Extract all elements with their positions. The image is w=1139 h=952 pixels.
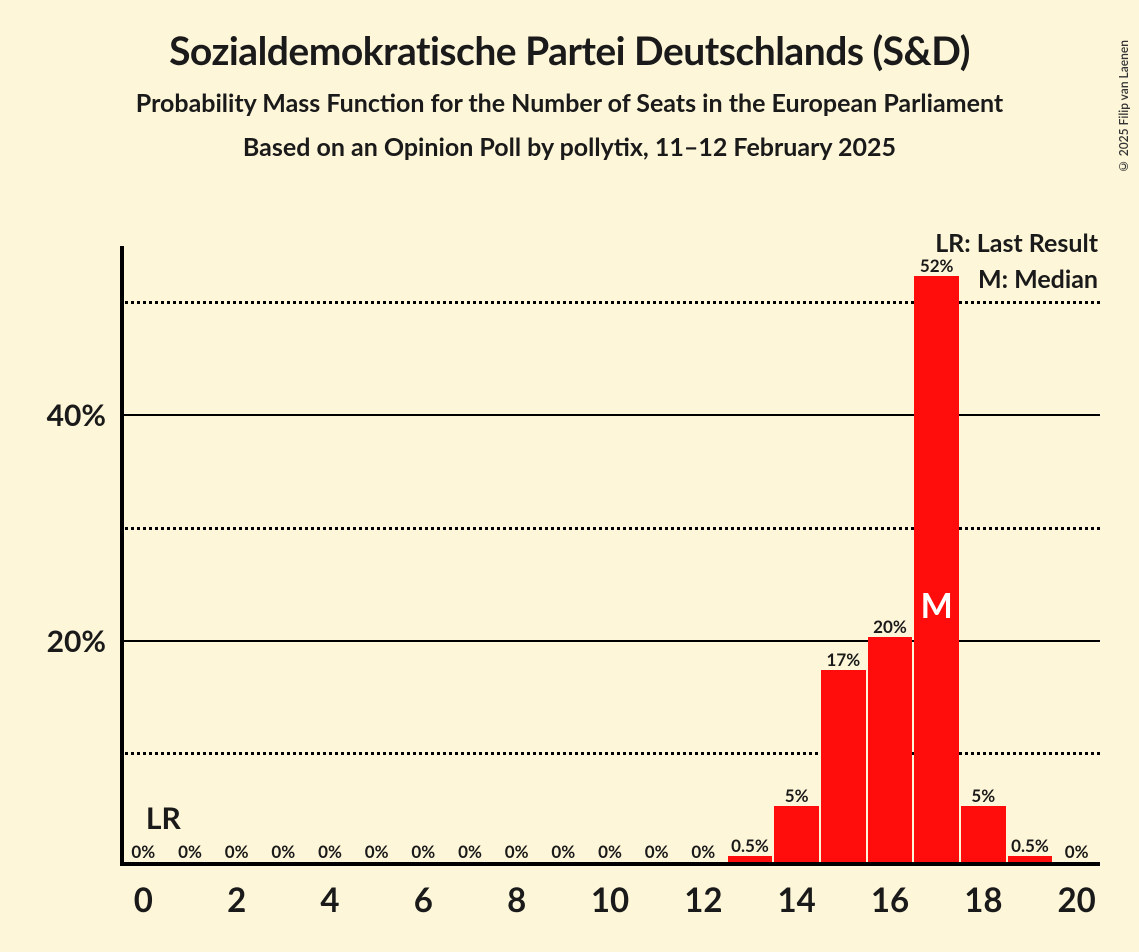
bar-value-label: 0%: [271, 841, 295, 862]
y-tick-label: 40%: [47, 397, 106, 433]
legend-last-result: LR: Last Result: [935, 228, 1098, 258]
bar-value-label: 0%: [318, 841, 342, 862]
bar-value-label: 0%: [411, 841, 435, 862]
last-result-marker: LR: [146, 800, 181, 836]
y-axis: [120, 246, 124, 866]
x-tick-label: 14: [778, 880, 816, 920]
y-tick-label: 20%: [47, 623, 106, 659]
bar-value-label: 0%: [131, 841, 155, 862]
x-tick-label: 16: [871, 880, 909, 920]
x-tick-label: 18: [964, 880, 1002, 920]
x-tick-label: 2: [227, 880, 246, 920]
x-tick-label: 10: [591, 880, 629, 920]
x-tick-label: 6: [414, 880, 433, 920]
bar-value-label: 5%: [785, 785, 809, 806]
bar-value-label: 0%: [365, 841, 389, 862]
bar-value-label: 0%: [551, 841, 575, 862]
pmf-bar-chart: 20%40%0%0%0%0%0%0%0%0%0%0%0%0%0%0.5%5%17…: [120, 246, 1100, 866]
bar: [914, 276, 959, 862]
x-tick-label: 20: [1058, 880, 1096, 920]
bar-value-label: 0%: [505, 841, 529, 862]
chart-title: Sozialdemokratische Partei Deutschlands …: [0, 28, 1139, 74]
bar-value-label: 5%: [971, 785, 995, 806]
bar: [961, 806, 1006, 862]
median-marker: M: [921, 585, 953, 626]
x-tick-label: 0: [134, 880, 153, 920]
credit-text: © 2025 Filip van Laenen: [1116, 40, 1131, 174]
bar-value-label: 0%: [178, 841, 202, 862]
x-axis: [120, 862, 1100, 866]
bar: [821, 670, 866, 862]
legend-median: M: Median: [978, 264, 1098, 294]
bar-value-label: 20%: [873, 616, 907, 637]
bar: [728, 856, 773, 862]
bar-value-label: 0%: [598, 841, 622, 862]
chart-subtitle-1: Probability Mass Function for the Number…: [0, 88, 1139, 118]
x-tick-label: 8: [507, 880, 526, 920]
bar-value-label: 0%: [645, 841, 669, 862]
bar-value-label: 0.5%: [731, 835, 769, 856]
chart-subtitle-2: Based on an Opinion Poll by pollytix, 11…: [0, 132, 1139, 162]
bar-value-label: 0%: [458, 841, 482, 862]
bar: [868, 637, 913, 862]
x-tick-label: 4: [320, 880, 339, 920]
bar-value-label: 0%: [1065, 841, 1089, 862]
bar-value-label: 0%: [691, 841, 715, 862]
bar-value-label: 17%: [827, 649, 861, 670]
x-tick-label: 12: [684, 880, 722, 920]
bar-value-label: 0%: [225, 841, 249, 862]
bar: [1008, 856, 1053, 862]
bar-value-label: 0.5%: [1011, 835, 1049, 856]
bar: [774, 806, 819, 862]
